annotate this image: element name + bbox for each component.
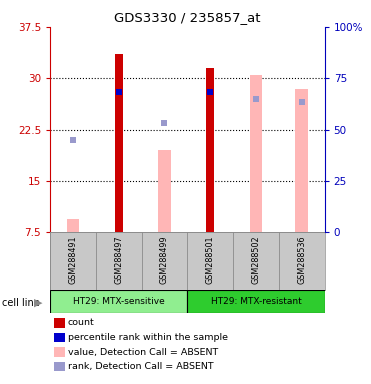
Bar xyxy=(206,68,214,232)
Text: rank, Detection Call = ABSENT: rank, Detection Call = ABSENT xyxy=(68,362,214,371)
Text: GSM288536: GSM288536 xyxy=(297,236,306,284)
Bar xyxy=(250,75,262,232)
Text: percentile rank within the sample: percentile rank within the sample xyxy=(68,333,228,342)
Title: GDS3330 / 235857_at: GDS3330 / 235857_at xyxy=(114,11,260,24)
Text: ▶: ▶ xyxy=(34,298,43,308)
Bar xyxy=(50,290,187,313)
Text: HT29: MTX-resistant: HT29: MTX-resistant xyxy=(211,297,301,306)
Text: value, Detection Call = ABSENT: value, Detection Call = ABSENT xyxy=(68,348,218,357)
Bar xyxy=(115,54,123,232)
Bar xyxy=(66,218,79,232)
Text: GSM288502: GSM288502 xyxy=(252,236,260,284)
Text: HT29: MTX-sensitive: HT29: MTX-sensitive xyxy=(73,297,165,306)
Bar xyxy=(96,232,142,290)
Bar xyxy=(142,232,187,290)
Bar xyxy=(233,232,279,290)
Text: cell line: cell line xyxy=(2,298,40,308)
Bar xyxy=(279,232,325,290)
Text: GSM288499: GSM288499 xyxy=(160,236,169,284)
Text: GSM288491: GSM288491 xyxy=(69,236,78,284)
Bar xyxy=(187,232,233,290)
Bar xyxy=(295,89,308,232)
Text: count: count xyxy=(68,318,95,328)
Bar xyxy=(187,290,325,313)
Text: GSM288497: GSM288497 xyxy=(114,236,123,284)
Text: GSM288501: GSM288501 xyxy=(206,236,215,284)
Bar xyxy=(158,150,171,232)
Bar xyxy=(50,232,96,290)
